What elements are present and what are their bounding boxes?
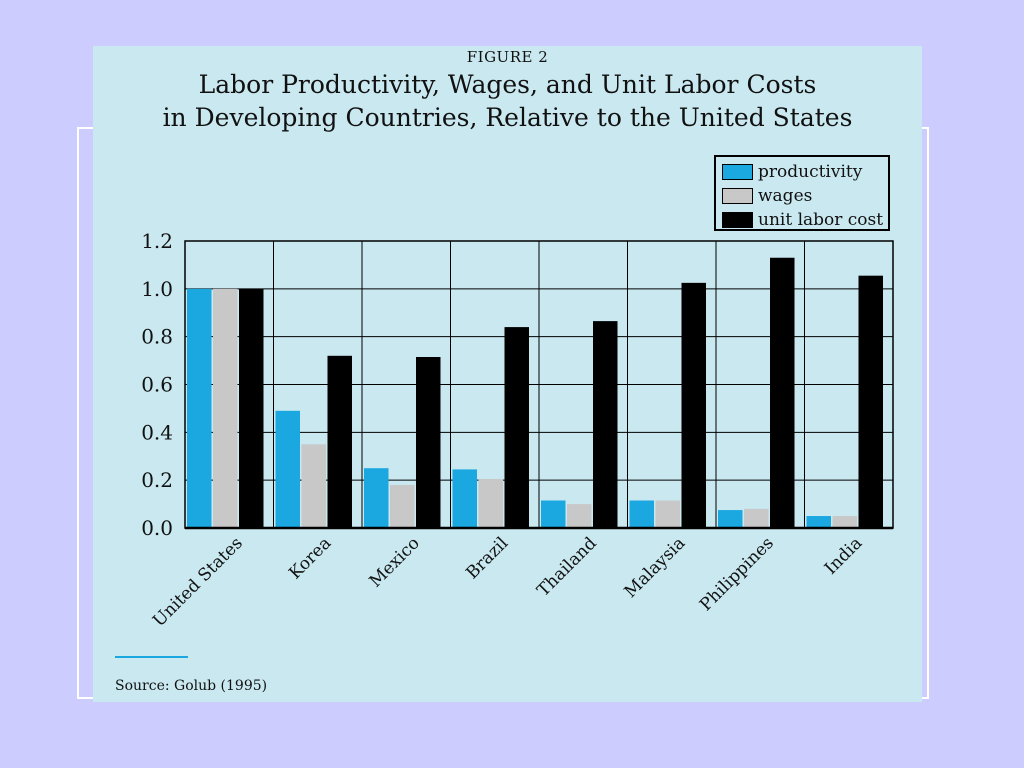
chart-title-line1: Labor Productivity, Wages, and Unit Labo… bbox=[198, 70, 817, 99]
bars bbox=[187, 257, 883, 528]
y-tick-label: 1.0 bbox=[141, 277, 173, 301]
legend-swatch-productivity bbox=[722, 164, 753, 180]
bar-productivity-korea bbox=[275, 410, 300, 528]
y-tick-labels: 0.0 0.2 0.4 0.6 0.8 1.0 1.2 bbox=[141, 229, 173, 540]
x-tick-label: United States bbox=[149, 533, 247, 631]
legend-swatch-wages bbox=[722, 188, 753, 204]
legend-label-wages: wages bbox=[758, 186, 813, 206]
x-tick-label: Brazil bbox=[462, 533, 512, 583]
bar-wages-brazil bbox=[478, 478, 503, 528]
bar-unit-labor-cost-united-states bbox=[239, 288, 264, 528]
y-tick-label: 0.8 bbox=[141, 325, 173, 349]
legend-swatch-unit-labor-cost bbox=[722, 212, 753, 228]
chart-title-line2: in Developing Countries, Relative to the… bbox=[162, 103, 853, 132]
legend-label-productivity: productivity bbox=[758, 162, 863, 182]
figure-label: FIGURE 2 bbox=[466, 48, 549, 66]
chart-legend: productivity wages unit labor cost bbox=[714, 155, 890, 231]
y-tick-label: 1.2 bbox=[141, 229, 173, 253]
y-tick-label: 0.2 bbox=[141, 468, 173, 492]
bar-wages-malaysia bbox=[655, 500, 680, 528]
bar-wages-thailand bbox=[567, 504, 592, 528]
bar-unit-labor-cost-india bbox=[858, 275, 883, 528]
bar-chart: 0.0 0.2 0.4 0.6 0.8 1.0 1.2 United States Korea… bbox=[141, 229, 894, 631]
bar-productivity-philippines bbox=[718, 510, 743, 528]
bar-wages-korea bbox=[301, 444, 326, 528]
x-tick-label: Mexico bbox=[366, 533, 424, 591]
legend-item-wages: wages bbox=[722, 184, 888, 208]
bar-wages-united-states bbox=[213, 288, 238, 528]
bar-productivity-thailand bbox=[541, 500, 566, 528]
bar-wages-philippines bbox=[744, 508, 769, 528]
source-rule bbox=[115, 656, 188, 658]
bar-unit-labor-cost-mexico bbox=[416, 356, 441, 528]
bar-unit-labor-cost-malaysia bbox=[681, 282, 706, 528]
legend-item-productivity: productivity bbox=[722, 160, 888, 184]
bar-unit-labor-cost-brazil bbox=[504, 327, 529, 528]
legend-label-unit-labor-cost: unit labor cost bbox=[758, 210, 884, 230]
bar-unit-labor-cost-thailand bbox=[593, 321, 618, 528]
bar-productivity-mexico bbox=[364, 468, 389, 528]
x-tick-label: Thailand bbox=[533, 533, 600, 600]
bar-unit-labor-cost-korea bbox=[327, 355, 352, 528]
bar-productivity-united-states bbox=[187, 288, 212, 528]
bar-unit-labor-cost-philippines bbox=[770, 257, 795, 528]
figure-panel: FIGURE 2 Labor Productivity, Wages, and … bbox=[93, 46, 922, 702]
bar-wages-mexico bbox=[390, 484, 415, 528]
bar-productivity-india bbox=[806, 516, 831, 528]
bar-productivity-brazil bbox=[452, 469, 477, 528]
x-tick-label: Malaysia bbox=[621, 533, 690, 602]
axes bbox=[184, 240, 894, 530]
source-note: Source: Golub (1995) bbox=[115, 678, 268, 694]
bar-productivity-malaysia bbox=[629, 500, 654, 528]
y-tick-label: 0.0 bbox=[141, 516, 173, 540]
bar-wages-india bbox=[832, 516, 857, 528]
x-tick-label: Korea bbox=[285, 533, 335, 583]
x-tick-labels: United States Korea Mexico Brazil Thailand Ma… bbox=[149, 533, 866, 631]
x-tick-label: India bbox=[821, 533, 866, 578]
y-tick-label: 0.4 bbox=[141, 420, 173, 444]
y-tick-label: 0.6 bbox=[141, 373, 173, 397]
legend-item-unit-labor-cost: unit labor cost bbox=[722, 208, 888, 232]
x-tick-label: Philippines bbox=[696, 533, 778, 615]
